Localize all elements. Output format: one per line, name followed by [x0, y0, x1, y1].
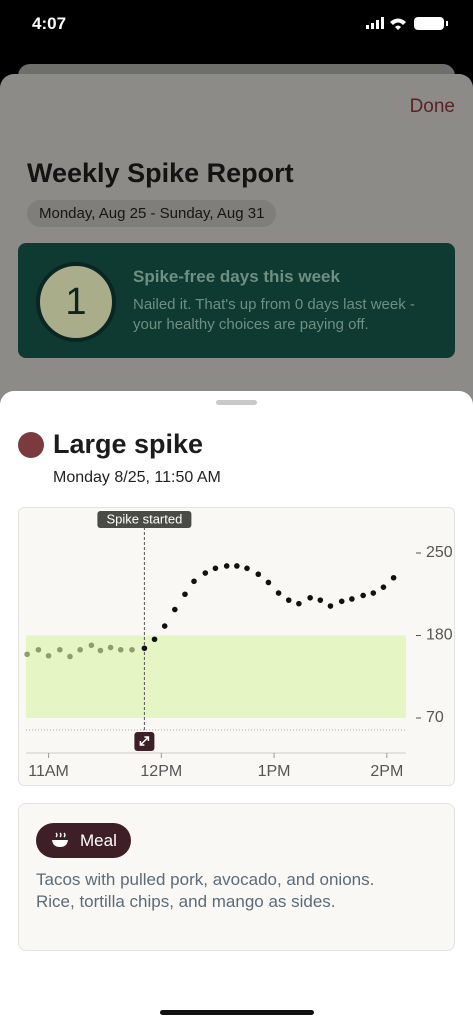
y-tick-label: 250	[426, 544, 453, 561]
glucose-point	[360, 592, 366, 599]
glucose-point	[327, 603, 334, 609]
x-tick-label: 11AM	[28, 763, 69, 780]
status-time: 4:07	[32, 14, 67, 33]
meal-card: Meal Tacos with pulled pork, avocado, an…	[18, 803, 455, 951]
meal-tag: Meal	[36, 823, 131, 858]
glucose-point	[307, 594, 313, 601]
glucose-point	[202, 570, 209, 576]
glucose-chart: 70 180 250 11AM 12PM 1PM 2PM Spike started	[24, 511, 453, 780]
glucose-point	[151, 636, 158, 643]
summary-title: Spike-free days this week	[133, 267, 340, 286]
date-range: Monday, Aug 25 - Sunday, Aug 31	[27, 200, 277, 227]
expand-icon	[139, 736, 150, 746]
report-sheet: Done Weekly Spike Report Monday, Aug 25 …	[0, 74, 473, 474]
glucose-point	[182, 591, 188, 598]
report-title: Weekly Spike Report	[27, 158, 294, 188]
glucose-point	[35, 646, 42, 653]
x-tick-label: 1PM	[258, 763, 291, 780]
home-indicator	[160, 1010, 314, 1015]
glucose-point	[255, 571, 262, 578]
glucose-point	[244, 565, 250, 572]
summary-count: 1	[36, 262, 116, 342]
glucose-point	[338, 598, 345, 605]
glucose-point	[129, 646, 135, 653]
glucose-point	[191, 578, 197, 585]
glucose-point	[172, 606, 178, 613]
spike-label-bg	[97, 511, 192, 528]
glucose-point	[45, 652, 52, 659]
y-tick-label: 180	[426, 627, 453, 644]
glucose-point	[212, 565, 219, 572]
spike-dot	[18, 432, 44, 458]
glucose-point	[349, 596, 355, 602]
glucose-point	[265, 579, 272, 586]
sheet-handle[interactable]	[216, 400, 257, 405]
glucose-point	[285, 597, 292, 603]
target-range	[26, 635, 406, 718]
glucose-point	[107, 644, 114, 651]
glucose-point	[296, 600, 302, 607]
glucose-point	[57, 646, 63, 653]
y-tick-label: 70	[426, 709, 444, 726]
glucose-point	[223, 563, 230, 569]
glucose-point	[234, 563, 240, 569]
glucose-point	[77, 646, 83, 653]
status-icons	[366, 17, 448, 30]
meal-tag-text: Meal	[80, 831, 117, 850]
x-tick-label: 2PM	[370, 763, 403, 780]
glucose-point	[97, 647, 104, 654]
glucose-point	[161, 623, 168, 629]
spike-time: Monday 8/25, 11:50 AM	[53, 469, 221, 486]
glucose-point	[88, 642, 95, 649]
glucose-point	[117, 646, 124, 653]
glucose-point	[370, 590, 377, 596]
spike-label: Spike started	[106, 511, 182, 526]
glucose-point	[67, 653, 73, 660]
glucose-point	[317, 597, 324, 603]
glucose-point	[390, 574, 397, 581]
glucose-point	[141, 645, 148, 652]
x-tick-label: 12PM	[140, 763, 182, 780]
summary-card: 1 Spike-free days this week Nailed it. T…	[18, 243, 455, 358]
meal-icon	[52, 832, 68, 847]
glucose-point	[275, 590, 282, 596]
glucose-point	[24, 651, 30, 658]
done-button[interactable]: Done	[409, 96, 455, 117]
summary-text: Nailed it. That's up from 0 days last we…	[133, 296, 415, 333]
glucose-point	[380, 584, 387, 590]
meal-text: Tacos with pulled pork, avocado, and oni…	[36, 870, 375, 911]
spike-title: Large spike	[53, 429, 204, 459]
